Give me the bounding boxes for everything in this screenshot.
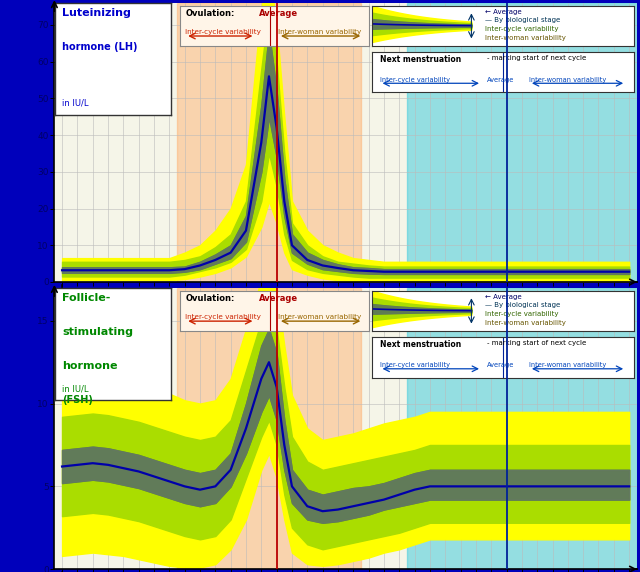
Text: ◄ Beginning of menstruation: ◄ Beginning of menstruation <box>62 318 163 324</box>
X-axis label: Day of menstrual cycle: Day of menstrual cycle <box>293 299 398 308</box>
Bar <box>177 3 361 282</box>
Bar <box>407 3 637 282</box>
Bar <box>177 288 361 569</box>
Bar <box>407 288 637 569</box>
